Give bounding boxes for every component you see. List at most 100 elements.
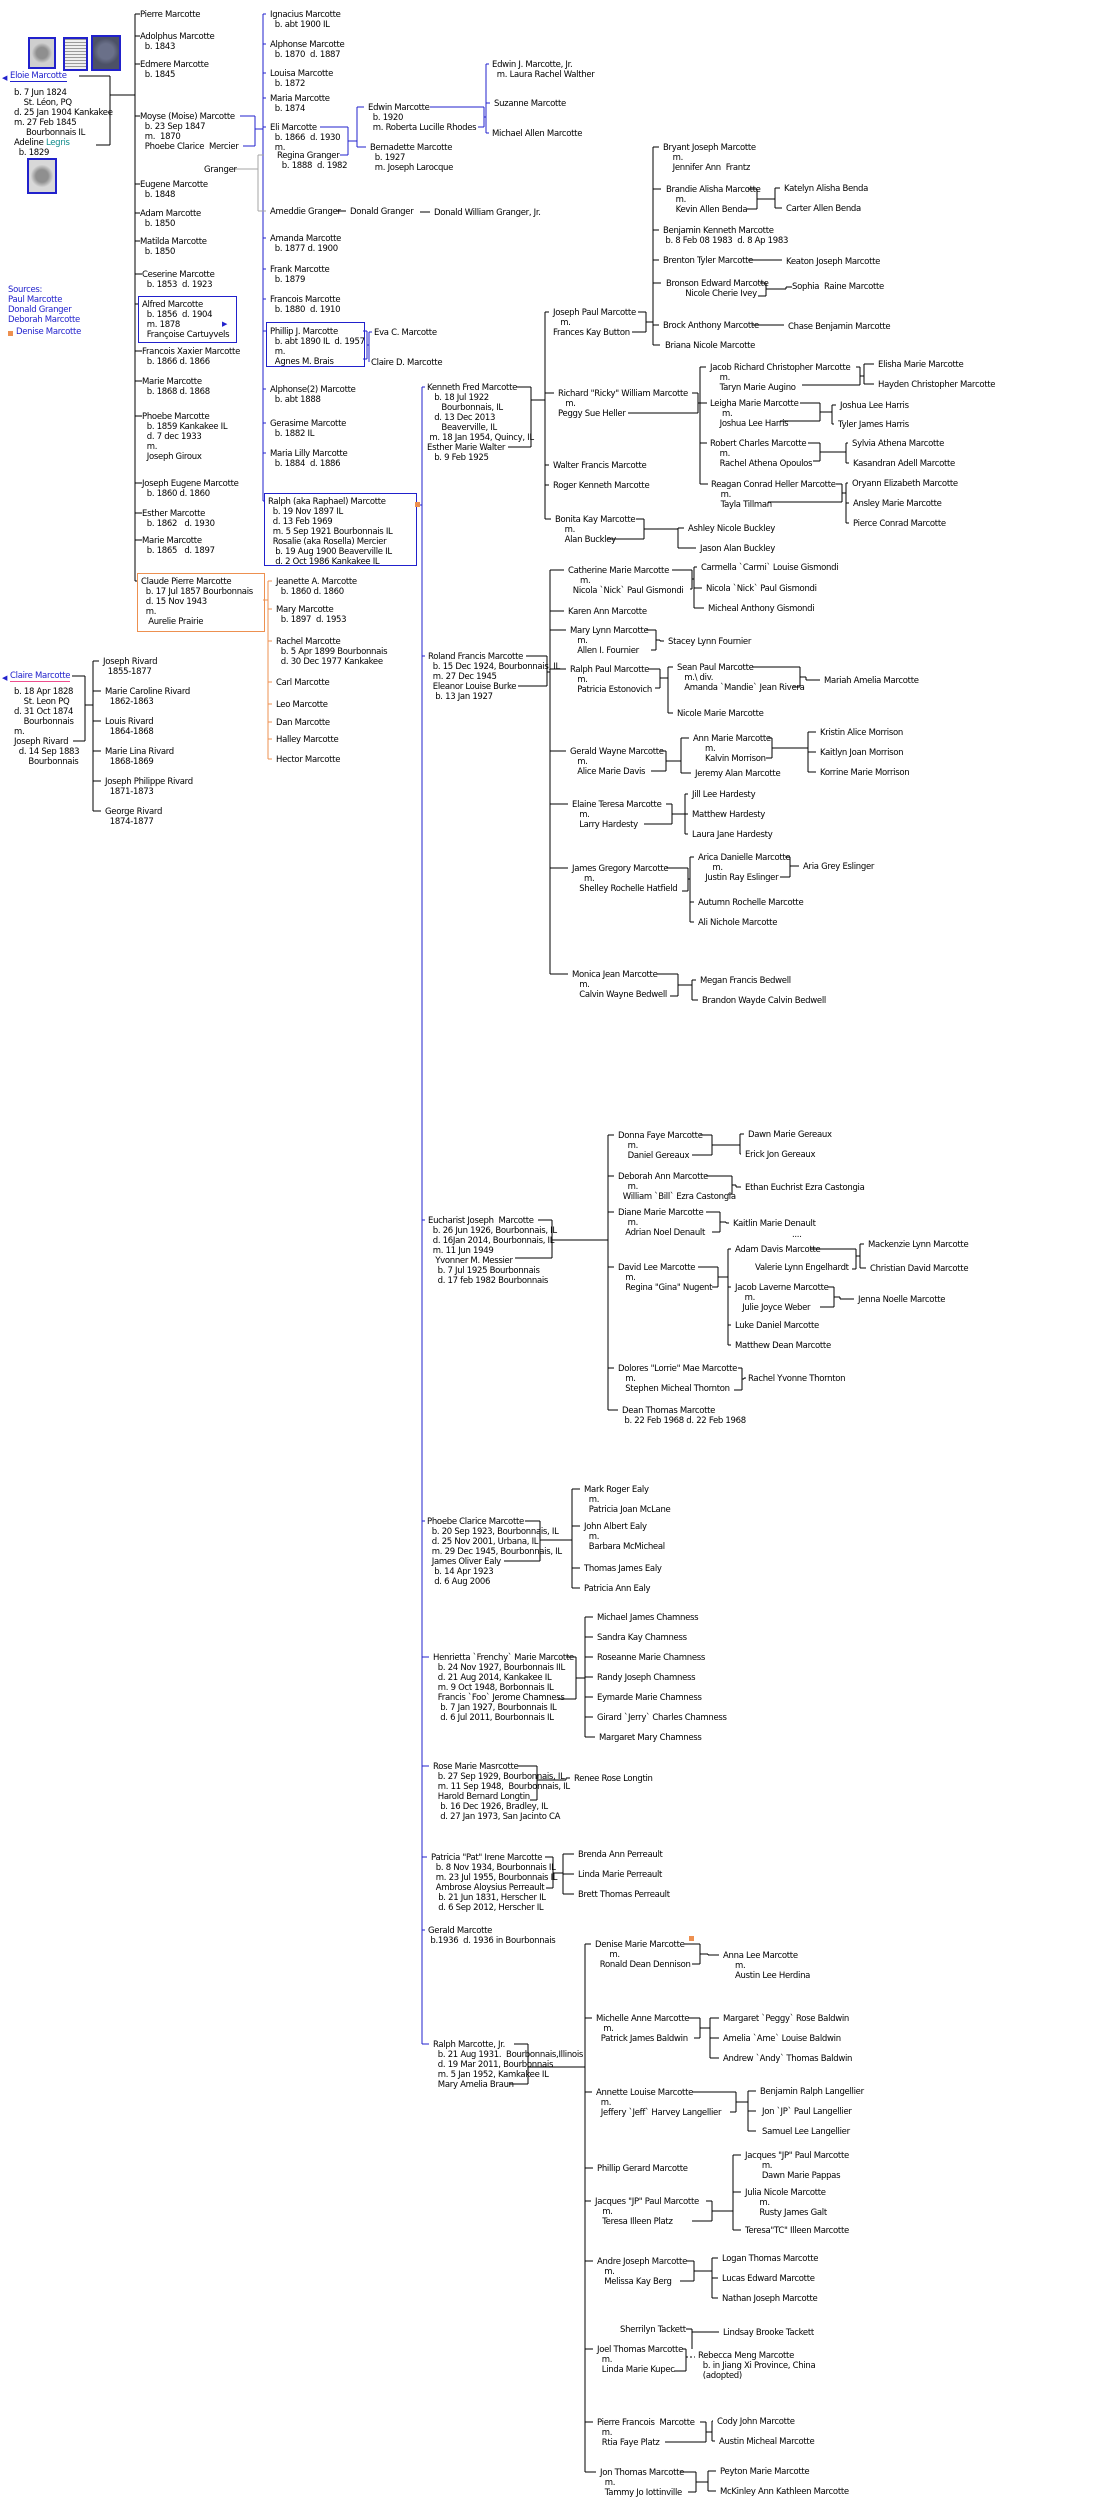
person-node: Ethan Euchrist Ezra Castongia (745, 1183, 865, 1193)
person-node: Catherine Marie Marcotte m. Nicola `Nick… (568, 566, 684, 596)
person-node: Jeremy Alan Marcotte (695, 769, 781, 779)
person-node: Sean Paul Marcotte m.\ div. Amanda `Mand… (677, 663, 805, 693)
person-node: Joseph Eugene Marcotte b. 1860 d. 1860 (142, 479, 239, 499)
person-node: Sophia Raine Marcotte (792, 282, 884, 292)
person-node: Roland Francis Marcotte b. 15 Dec 1924, … (428, 652, 560, 702)
person-node: Ralph (aka Raphael) Marcotte b. 19 Nov 1… (268, 497, 393, 567)
person-node: Jeanette A. Marcotte b. 1860 d. 1860 (276, 577, 357, 597)
sources-list[interactable]: Sources: Paul Marcotte Donald Granger Debor… (8, 285, 80, 325)
person-node: Edwin J. Marcotte, Jr. m. Laura Rachel W… (492, 60, 595, 80)
person-node: Marie Marcotte b. 1865 d. 1897 (142, 536, 215, 556)
photo-thumbnail-statue[interactable] (28, 37, 56, 69)
person-node: Amanda Marcotte b. 1877 d. 1900 (270, 234, 342, 254)
person-node: Brenda Ann Perreault (578, 1850, 663, 1860)
person-node: Robert Charles Marcotte m. Rachel Athena… (710, 439, 813, 469)
person-node: Pierce Conrad Marcotte (853, 519, 946, 529)
person-node: Louis Rivard 1864-1868 (105, 717, 154, 737)
person-node: Austin Micheal Marcotte (719, 2437, 815, 2447)
person-node: Eli Marcotte b. 1866 d. 1930 m. (270, 123, 341, 153)
person-node: Regina Granger b. 1888 d. 1982 (277, 151, 348, 171)
person-node: Francois Marcotte b. 1880 d. 1910 (270, 295, 341, 315)
person-node: Richard "Ricky" William Marcotte m. Peggy… (558, 389, 688, 419)
person-node: Adam Marcotte b. 1850 (140, 209, 201, 229)
person-eloie-marcotte[interactable]: Eloie Marcotte (10, 71, 67, 82)
source-denise[interactable]: Denise Marcotte (16, 327, 82, 337)
person-node: Brandie Alisha Marcotte m. Kevin Allen B… (666, 185, 761, 215)
person-node: Bernadette Marcotte b. 1927 m. Joseph La… (370, 143, 454, 173)
person-node: Alphonse Marcotte b. 1870 d. 1887 (270, 40, 345, 60)
person-node: Kenneth Fred Marcotte b. 18 Jul 1922 Bou… (427, 383, 534, 463)
person-node: Carl Marcotte (276, 678, 330, 688)
person-node: Thomas James Ealy (584, 1564, 662, 1574)
person-node: Rebecca Meng Marcotte b. in Jiang Xi Pro… (698, 2351, 816, 2381)
person-node: Leigha Marie Marcotte m. Joshua Lee Harr… (710, 399, 799, 429)
denise-marker (689, 1936, 694, 1941)
person-node: Cody John Marcotte (717, 2417, 795, 2427)
photo-thumbnail-portrait[interactable] (91, 35, 121, 71)
person-node: Andrew `Andy` Thomas Baldwin (723, 2054, 853, 2064)
person-node: Sandra Kay Chamness (597, 1633, 687, 1643)
person-node: Jon `JP` Paul Langellier (762, 2107, 852, 2117)
ralph-highlight-box (264, 493, 417, 566)
person-node: Phillip J. Marcotte b. abt 1890 IL d. 19… (270, 327, 365, 367)
person-node: Brandon Wayde Calvin Bedwell (702, 996, 826, 1006)
person-node: James Gregory Marcotte m. Shelley Rochel… (572, 864, 678, 894)
person-node: Christian David Marcotte (870, 1264, 969, 1274)
person-node: Denise Marie Marcotte m. Ronald Dean Den… (595, 1940, 691, 1970)
person-node: David Lee Marcotte m. Regina "Gina" Nuge… (618, 1263, 713, 1293)
person-node: Elisha Marie Marcotte (878, 360, 964, 370)
person-node: Katelyn Alisha Benda (784, 184, 868, 194)
phillip-highlight-box (266, 322, 365, 367)
person-node: Edwin Marcotte b. 1920 m. Roberta Lucill… (368, 103, 477, 133)
person-node: Benjamin Kenneth Marcotte b. 8 Feb 08 19… (663, 226, 789, 246)
person-node: Deborah Ann Marcotte m. William `Bill` E… (618, 1172, 736, 1202)
photo-thumbnail-flowers[interactable] (27, 158, 57, 194)
person-node: Maria Marcotte b. 1874 (270, 94, 330, 114)
person-node: Michael Allen Marcotte (492, 129, 583, 139)
person-node: Louisa Marcotte b. 1872 (270, 69, 333, 89)
person-node: Oryann Elizabeth Marcotte (852, 479, 958, 489)
person-node: Joseph Philippe Rivard 1871-1873 (105, 777, 193, 797)
person-node: Nicole Marie Marcotte (677, 709, 764, 719)
person-node: Donna Faye Marcotte m. Daniel Gereaux (618, 1131, 703, 1161)
person-node: Frank Marcotte b. 1879 (270, 265, 330, 285)
person-node: Mackenzie Lynn Marcotte (868, 1240, 969, 1250)
ralph-marker (415, 502, 420, 507)
person-node: Walter Francis Marcotte (553, 461, 647, 471)
person-node: Jacob Laverne Marcotte m. Julie Joyce We… (735, 1283, 829, 1313)
person-node: Jacques "JP" Paul Marcotte m. Teresa Ill… (595, 2197, 699, 2227)
nav-arrow-left-eloie: ◀ (2, 74, 8, 82)
person-node: Briana Nicole Marcotte (665, 341, 756, 351)
person-node: Ansley Marie Marcotte (853, 499, 942, 509)
person-node: Marie Marcotte b. 1868 d. 1868 (142, 377, 210, 397)
person-claire-marcotte[interactable]: Claire Marcotte (10, 671, 71, 682)
person-node: Lindsay Brooke Tackett (723, 2328, 814, 2338)
person-node: Michelle Anne Marcotte m. Patrick James … (596, 2014, 690, 2044)
person-node: Megan Francis Bedwell (700, 976, 791, 986)
person-node: Chase Benjamin Marcotte (788, 322, 891, 332)
person-node: Matthew Dean Marcotte (735, 1341, 831, 1351)
person-node: Esther Marcotte b. 1862 d. 1930 (142, 509, 215, 529)
person-node: Carter Allen Benda (786, 204, 861, 214)
person-node: .... (792, 1230, 802, 1240)
photo-thumbnail-document[interactable] (63, 37, 88, 71)
person-node: Gerasime Marcotte b. 1882 IL (270, 419, 347, 439)
person-node: Girard `Jerry` Charles Chamness (597, 1713, 727, 1723)
person-node: Pierre Francois Marcotte m. Rtia Faye Pl… (597, 2418, 695, 2448)
person-node: Anna Lee Marcotte m. Austin Lee Herdina (723, 1951, 811, 1981)
person-node: Leo Marcotte (276, 700, 328, 710)
person-node: Marie Lina Rivard 1868-1869 (105, 747, 174, 767)
alfred-highlight-box (138, 296, 237, 343)
person-node: Suzanne Marcotte (494, 99, 566, 109)
person-node: Annette Louise Marcotte m. Jeffery `Jeff… (596, 2088, 722, 2118)
person-node: Kristin Alice Morrison (820, 728, 903, 738)
person-node: Reagan Conrad Heller Marcotte m. Tayla T… (711, 480, 836, 510)
person-node: Laura Jane Hardesty (692, 830, 773, 840)
person-node: Patricia Ann Ealy (584, 1584, 651, 1594)
person-node: Brock Anthony Marcotte (663, 321, 759, 331)
person-node: Kasandran Adell Marcotte (853, 459, 955, 469)
person-node: Hector Marcotte (276, 755, 341, 765)
source-bullet (8, 331, 13, 336)
person-node: Ali Nichole Marcotte (698, 918, 778, 928)
person-node: Maria Lilly Marcotte b. 1884 d. 1886 (270, 449, 348, 469)
